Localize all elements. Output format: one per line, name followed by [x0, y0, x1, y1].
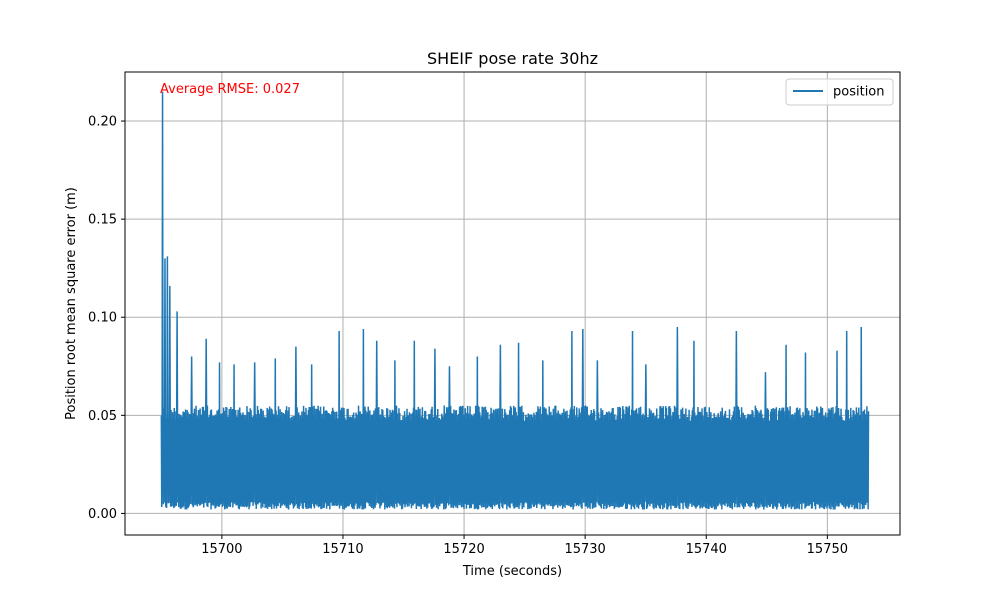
y-axis-ticks: 0.00 0.05 0.10 0.15 0.20	[88, 115, 125, 522]
x-tick-label: 15720	[443, 542, 484, 557]
x-tick-label: 15700	[201, 542, 242, 557]
x-tick-label: 15740	[686, 542, 727, 557]
y-tick-label: 0.15	[88, 213, 117, 228]
x-tick-label: 15730	[564, 542, 605, 557]
y-tick-label: 0.00	[88, 507, 117, 522]
x-axis-label: Time (seconds)	[462, 564, 562, 579]
x-tick-label: 15710	[322, 542, 363, 557]
average-rmse-annotation: Average RMSE: 0.027	[160, 82, 300, 97]
y-tick-label: 0.05	[88, 409, 117, 424]
chart-title: SHEIF pose rate 30hz	[427, 49, 598, 68]
x-tick-label: 15750	[807, 542, 848, 557]
series-line-position	[160, 91, 870, 510]
legend: position	[785, 78, 894, 106]
legend-box	[785, 78, 894, 106]
y-tick-label: 0.10	[88, 311, 117, 326]
legend-label-position: position	[833, 85, 885, 100]
series-layer	[160, 91, 870, 510]
y-tick-label: 0.20	[88, 115, 117, 130]
x-axis-ticks: 15700 15710 15720 15730 15740 15750	[201, 535, 848, 557]
plot-frame	[124, 71, 901, 536]
y-axis-label: Position root mean square error (m)	[64, 187, 79, 420]
